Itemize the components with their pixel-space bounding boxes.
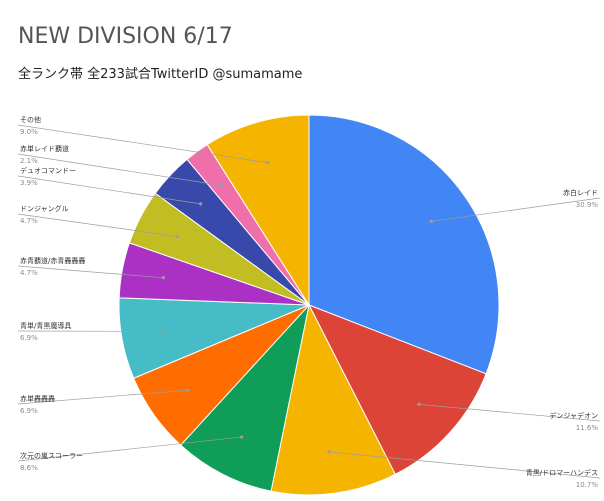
slice-percent-1: 11.6%	[576, 424, 599, 432]
leader-line-2	[328, 451, 601, 479]
slice-label-8: デュオコマンドー 3.9%	[17, 166, 203, 206]
slice-name-0: 赤白レイド	[563, 188, 598, 197]
slice-label-1: デンジャデオン 11.6%	[417, 402, 601, 432]
slice-percent-8: 3.9%	[20, 179, 38, 187]
slice-label-7: ドンジャングル 4.7%	[17, 204, 180, 239]
pie-slice-10	[206, 114, 310, 307]
leader-line-10	[17, 124, 268, 164]
slice-label-0: 赤白レイド 30.9%	[429, 188, 601, 223]
slice-percent-5: 6.9%	[20, 334, 38, 342]
slice-name-9: 赤単レイド覇道	[20, 144, 69, 153]
slice-name-5: 青単/青黒魔導具	[20, 321, 71, 330]
slice-percent-10: 9.0%	[20, 128, 38, 136]
slice-name-7: ドンジャングル	[20, 204, 69, 213]
pie-slice-0	[308, 114, 500, 375]
pie-slice-2	[270, 303, 396, 496]
slice-percent-4: 6.9%	[20, 407, 38, 415]
slice-name-8: デュオコマンドー	[20, 166, 76, 175]
slice-label-9: 赤単レイド覇道 2.1%	[17, 144, 224, 187]
slice-label-2: 青黒/ドロマーハンデス 10.7%	[327, 450, 601, 489]
leader-line-8	[17, 175, 201, 205]
slice-label-4: 赤単轟轟轟 6.9%	[17, 388, 190, 415]
leader-line-1	[418, 404, 601, 422]
chart-subtitle: 全ランク帯 全233試合TwitterID @sumamame	[18, 67, 303, 82]
slice-percent-7: 4.7%	[20, 217, 38, 225]
leader-line-9	[17, 153, 222, 186]
slice-label-5: 青単/青黒魔導具 6.9%	[17, 321, 165, 342]
leader-line-4	[17, 389, 188, 405]
leader-line-6	[17, 265, 164, 279]
slice-name-6: 赤青覇道/赤青轟轟轟	[20, 256, 85, 265]
pie-slice-3	[179, 303, 310, 492]
chart-title: NEW DIVISION 6/17	[18, 24, 233, 49]
leader-line-3	[17, 436, 242, 462]
slice-percent-6: 4.7%	[20, 269, 38, 277]
slice-percent-9: 2.1%	[20, 157, 38, 165]
pie-slice-1	[307, 304, 487, 475]
slice-percent-2: 10.7%	[576, 481, 599, 489]
leader-line-7	[17, 213, 178, 237]
pie-labels: 赤白レイド 30.9% デンジャデオン 11.6% 青黒/ドロマーハンデス 10.7% 次元…	[17, 115, 601, 489]
slice-percent-0: 30.9%	[576, 201, 599, 209]
leader-line-0	[431, 197, 601, 222]
slice-name-1: デンジャデオン	[549, 411, 598, 420]
pie-slices	[118, 114, 500, 496]
slice-name-2: 青黒/ドロマーハンデス	[526, 468, 598, 477]
slice-label-6: 赤青覇道/赤青轟轟轟 4.7%	[17, 256, 165, 280]
slice-name-3: 次元の嵐スコーラー	[20, 451, 83, 460]
slice-name-10: その他	[20, 115, 41, 124]
slice-label-3: 次元の嵐スコーラー 8.6%	[17, 435, 244, 472]
slice-name-4: 赤単轟轟轟	[20, 394, 55, 403]
slice-percent-3: 8.6%	[20, 464, 38, 472]
slice-label-10: その他 9.0%	[17, 115, 270, 165]
